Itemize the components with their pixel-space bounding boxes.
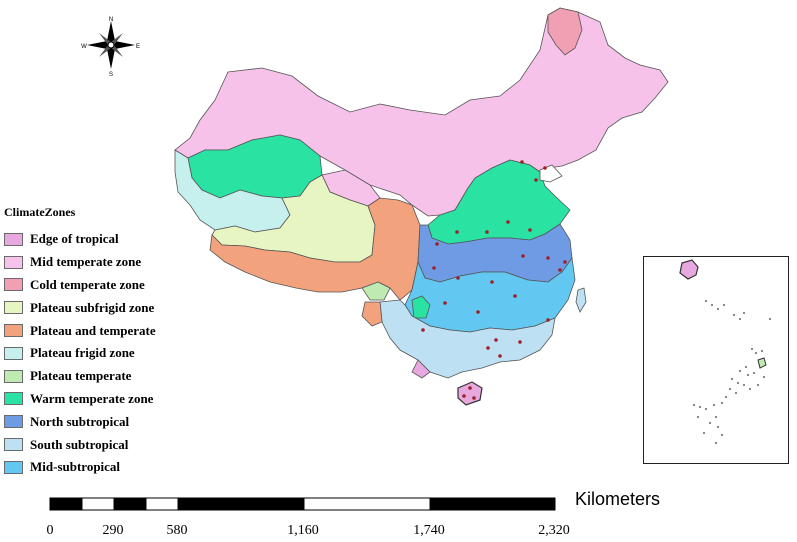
- legend-label: Plateau subfrigid zone: [30, 299, 155, 315]
- legend-item: Plateau and temperate: [4, 319, 224, 342]
- legend-swatch: [4, 324, 23, 338]
- legend-label: Cold temperate zone: [30, 276, 145, 292]
- scale-tick-2: 580: [166, 523, 188, 538]
- legend-swatch: [4, 232, 23, 246]
- legend-swatch: [4, 438, 23, 452]
- legend-item: Plateau temperate: [4, 365, 224, 388]
- climate-legend: ClimateZones Edge of tropical Mid tempera…: [4, 205, 224, 479]
- legend-item: Warm temperate zone: [4, 388, 224, 411]
- legend-label: South subtropical: [30, 436, 129, 452]
- legend-label: Warm temperate zone: [30, 390, 154, 406]
- legend-swatch: [4, 255, 23, 269]
- legend-swatch: [4, 369, 23, 383]
- legend-title: ClimateZones: [4, 205, 76, 219]
- south-china-sea-inset: [643, 256, 789, 464]
- scale-tick-4: 1,740: [413, 523, 445, 538]
- svg-text:W: W: [81, 44, 87, 50]
- compass-rose-icon: N S E W: [81, 17, 140, 78]
- zone-edge-of-tropical-hainan: [457, 381, 483, 406]
- legend-item: Plateau frigid zone: [4, 342, 224, 365]
- zone-edge-of-tropical: [411, 359, 431, 379]
- scale-tick-0: 0: [46, 523, 54, 538]
- legend-label: Mid temperate zone: [30, 254, 142, 270]
- legend-item: South subtropical: [4, 433, 224, 456]
- svg-text:S: S: [109, 72, 113, 78]
- inset-hainan: [679, 259, 699, 280]
- scale-tick-5: 2,320: [538, 523, 570, 538]
- inset-scatter-islands: [693, 300, 771, 444]
- station-dots: [421, 160, 567, 400]
- legend-item: Plateau subfrigid zone: [4, 296, 224, 319]
- legend-swatch: [4, 460, 23, 474]
- scale-tick-3: 1,160: [287, 523, 319, 538]
- scale-bar: [49, 497, 556, 511]
- zone-south-subtropical: [379, 299, 556, 379]
- svg-text:E: E: [136, 44, 140, 50]
- inset-island-green: [757, 357, 767, 369]
- island-taiwan: [575, 287, 587, 313]
- zone-plateau-temperate-sw: [361, 301, 383, 327]
- legend-swatch: [4, 415, 23, 429]
- svg-text:N: N: [109, 17, 113, 23]
- legend-label: North subtropical: [30, 413, 130, 429]
- legend-label: Edge of tropical: [30, 231, 119, 247]
- legend-swatch: [4, 301, 23, 315]
- scale-unit-label: Kilometers: [575, 489, 661, 509]
- legend-label: Plateau temperate: [30, 368, 132, 384]
- zone-plateau-temperate: [361, 281, 391, 301]
- legend-swatch: [4, 346, 23, 360]
- legend-label: Mid-subtropical: [30, 459, 121, 475]
- legend-swatch: [4, 392, 23, 406]
- scale-tick-1: 290: [102, 523, 124, 538]
- legend-label: Plateau frigid zone: [30, 345, 135, 361]
- zone-plateau-temperate-2: [411, 295, 431, 319]
- legend-item: Mid temperate zone: [4, 251, 224, 274]
- legend-item: Mid-subtropical: [4, 456, 224, 479]
- legend-item: North subtropical: [4, 410, 224, 433]
- zone-cold-temperate: [547, 7, 583, 56]
- legend-label: Plateau and temperate: [30, 322, 156, 338]
- legend-swatch: [4, 278, 23, 292]
- legend-item: Cold temperate zone: [4, 274, 224, 297]
- legend-item: Edge of tropical: [4, 228, 224, 251]
